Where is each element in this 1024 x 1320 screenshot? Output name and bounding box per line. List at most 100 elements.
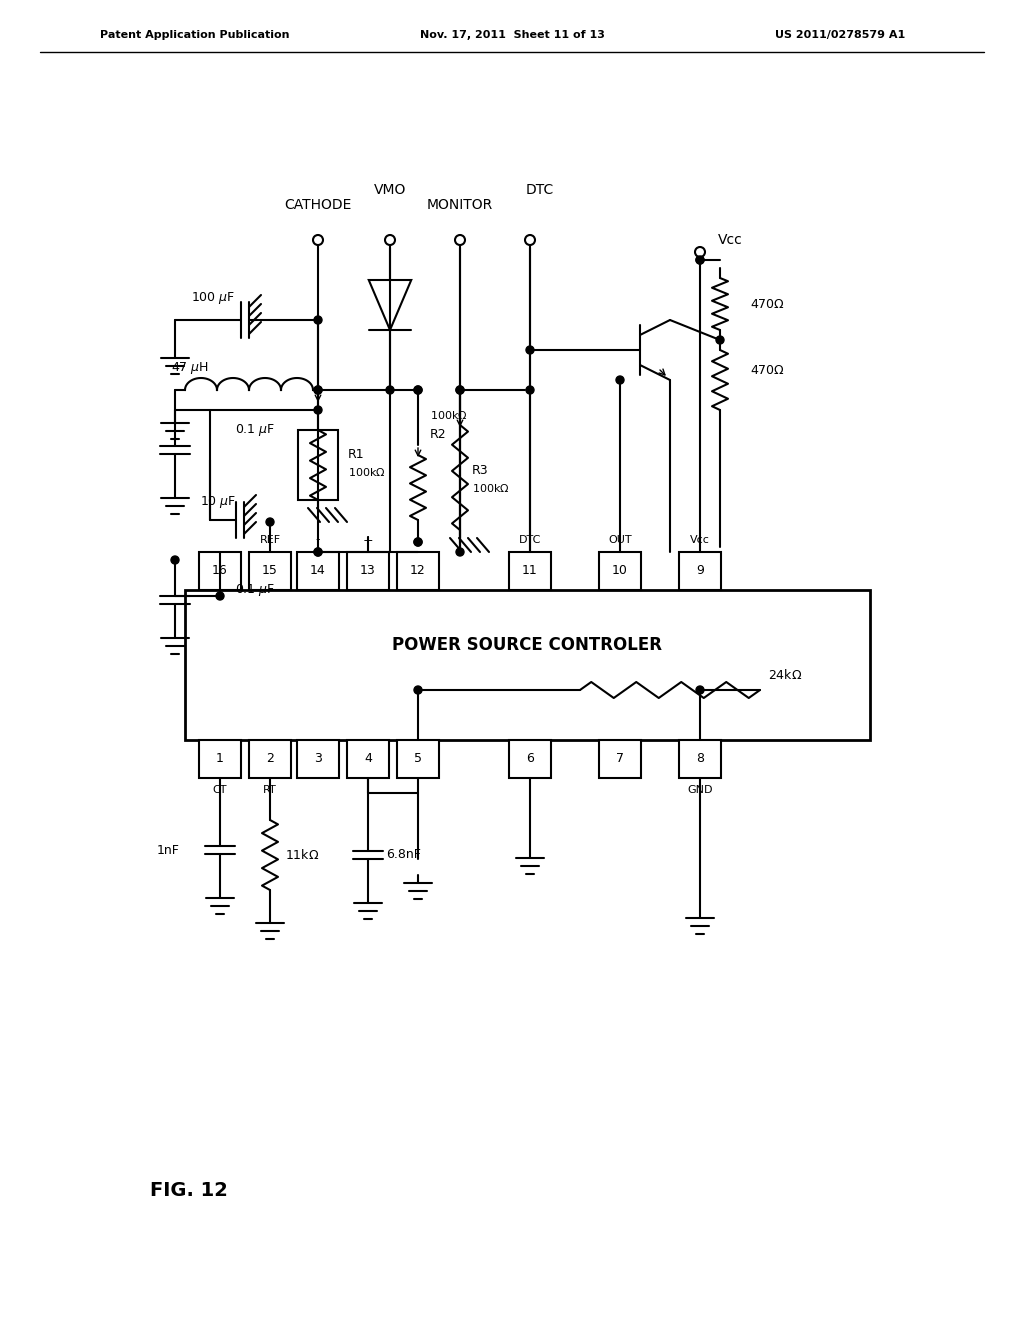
Circle shape <box>455 235 465 246</box>
Text: GND: GND <box>687 785 713 795</box>
Circle shape <box>696 256 705 264</box>
Text: 6.8nF: 6.8nF <box>386 849 421 862</box>
Bar <box>298 430 338 500</box>
Text: R1: R1 <box>348 449 365 462</box>
Text: CT: CT <box>213 785 227 795</box>
Text: OUT: OUT <box>608 535 632 545</box>
Circle shape <box>386 385 394 393</box>
Circle shape <box>526 385 534 393</box>
Text: 7: 7 <box>616 752 624 766</box>
Circle shape <box>171 556 179 564</box>
Text: REF: REF <box>259 535 281 545</box>
Bar <box>297 741 339 777</box>
Text: 100k$\Omega$: 100k$\Omega$ <box>430 409 468 421</box>
Circle shape <box>456 385 464 393</box>
Circle shape <box>216 591 224 601</box>
Text: 5: 5 <box>414 752 422 766</box>
Bar <box>249 741 291 777</box>
Text: 0.1 $\mu$F: 0.1 $\mu$F <box>234 582 275 598</box>
Text: R3: R3 <box>472 463 488 477</box>
Circle shape <box>696 256 705 264</box>
Text: 4: 4 <box>365 752 372 766</box>
Text: 100k$\Omega$: 100k$\Omega$ <box>348 466 386 478</box>
Text: Nov. 17, 2011  Sheet 11 of 13: Nov. 17, 2011 Sheet 11 of 13 <box>420 30 604 40</box>
Text: 14: 14 <box>310 565 326 578</box>
Text: 0.1 $\mu$F: 0.1 $\mu$F <box>234 422 275 438</box>
Bar <box>249 552 291 590</box>
Circle shape <box>414 686 422 694</box>
Text: 13: 13 <box>360 565 376 578</box>
Bar <box>199 741 241 777</box>
Text: 12: 12 <box>411 565 426 578</box>
Text: 470$\Omega$: 470$\Omega$ <box>750 297 785 310</box>
Text: 470$\Omega$: 470$\Omega$ <box>750 363 785 376</box>
Bar <box>297 552 339 590</box>
Circle shape <box>314 385 322 393</box>
Text: 6: 6 <box>526 752 534 766</box>
Circle shape <box>414 385 422 393</box>
Circle shape <box>385 235 395 246</box>
Text: 8: 8 <box>696 752 705 766</box>
Circle shape <box>456 548 464 556</box>
Circle shape <box>526 346 534 354</box>
Circle shape <box>695 247 705 257</box>
Circle shape <box>456 385 464 393</box>
Text: 10 $\mu$F: 10 $\mu$F <box>200 494 237 510</box>
Circle shape <box>414 539 422 546</box>
Text: 24k$\Omega$: 24k$\Omega$ <box>768 668 802 682</box>
Bar <box>199 552 241 590</box>
Text: 11k$\Omega$: 11k$\Omega$ <box>285 847 319 862</box>
Text: Vcc: Vcc <box>690 535 710 545</box>
Bar <box>509 552 551 590</box>
Circle shape <box>314 407 322 414</box>
Circle shape <box>414 539 422 546</box>
Text: VMO: VMO <box>374 183 407 197</box>
Text: DTC: DTC <box>519 535 542 545</box>
Bar <box>599 741 641 777</box>
Bar <box>509 741 551 777</box>
Circle shape <box>616 376 624 384</box>
Text: 2: 2 <box>266 752 274 766</box>
Bar <box>347 552 389 590</box>
Bar <box>185 590 870 741</box>
Circle shape <box>525 235 535 246</box>
Circle shape <box>313 235 323 246</box>
Text: CATHODE: CATHODE <box>285 198 351 213</box>
Bar <box>679 741 721 777</box>
Text: RT: RT <box>263 785 276 795</box>
Text: DTC: DTC <box>526 183 554 197</box>
Text: 1nF: 1nF <box>157 843 180 857</box>
Circle shape <box>716 337 724 345</box>
Bar <box>397 741 439 777</box>
Text: 11: 11 <box>522 565 538 578</box>
Text: 1: 1 <box>216 752 224 766</box>
Text: -: - <box>315 533 321 546</box>
Text: Patent Application Publication: Patent Application Publication <box>100 30 290 40</box>
Text: 3: 3 <box>314 752 322 766</box>
Text: 10: 10 <box>612 565 628 578</box>
Circle shape <box>266 517 274 525</box>
Text: 47 $\mu$H: 47 $\mu$H <box>171 360 209 376</box>
Circle shape <box>314 315 322 323</box>
Text: R2: R2 <box>430 429 446 441</box>
Circle shape <box>314 548 322 556</box>
Circle shape <box>314 548 322 556</box>
Bar <box>599 552 641 590</box>
Text: FIG. 12: FIG. 12 <box>150 1180 228 1200</box>
Bar <box>397 552 439 590</box>
Text: 16: 16 <box>212 565 228 578</box>
Text: US 2011/0278579 A1: US 2011/0278579 A1 <box>775 30 905 40</box>
Circle shape <box>314 385 322 393</box>
Text: POWER SOURCE CONTROLER: POWER SOURCE CONTROLER <box>392 636 663 653</box>
Text: MONITOR: MONITOR <box>427 198 494 213</box>
Text: 100k$\Omega$: 100k$\Omega$ <box>472 482 510 494</box>
Circle shape <box>696 686 705 694</box>
Text: 15: 15 <box>262 565 278 578</box>
Text: 9: 9 <box>696 565 703 578</box>
Text: Vcc: Vcc <box>718 234 742 247</box>
Text: +: + <box>362 533 374 546</box>
Circle shape <box>414 385 422 393</box>
Bar <box>347 741 389 777</box>
Text: 100 $\mu$F: 100 $\mu$F <box>190 290 236 306</box>
Bar <box>679 552 721 590</box>
